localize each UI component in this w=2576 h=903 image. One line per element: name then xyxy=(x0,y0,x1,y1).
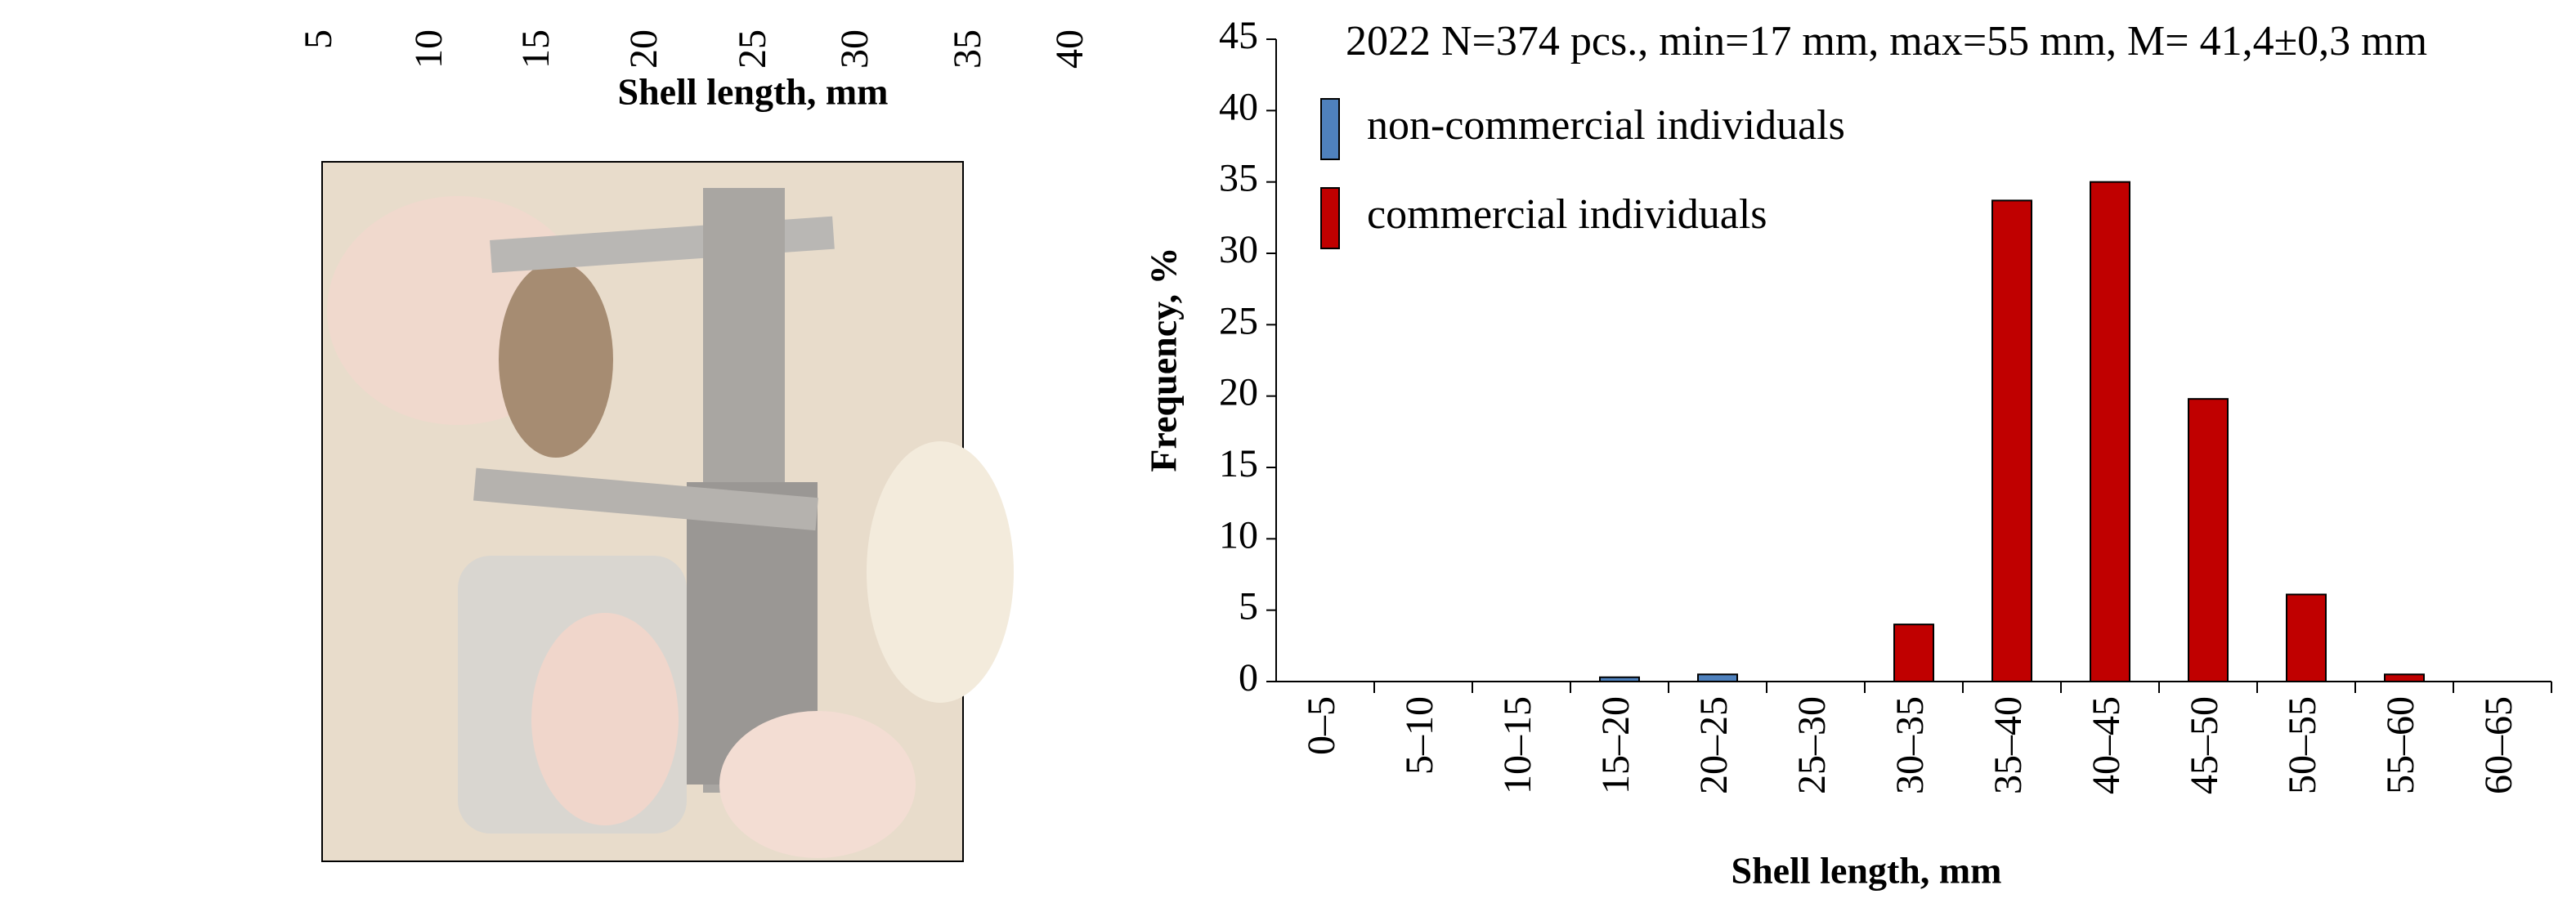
y-tick-label: 45 xyxy=(1219,14,1258,57)
x-tick-label: 10–15 xyxy=(1496,696,1539,794)
x-tick-label: 35 xyxy=(946,29,989,69)
bar xyxy=(1600,677,1639,682)
y-tick-label: 25 xyxy=(1219,299,1258,342)
y-tick-label: 40 xyxy=(1219,85,1258,128)
bar xyxy=(2385,674,2424,682)
x-tick-label: 40–45 xyxy=(2085,696,2128,794)
x-tick-label: 50–55 xyxy=(2281,696,2324,794)
bar xyxy=(2188,399,2228,682)
x-tick-label: 30 xyxy=(833,29,876,69)
x-tick-label: 25–30 xyxy=(1790,696,1834,794)
y-tick-label: 30 xyxy=(1219,228,1258,271)
y-tick-label: 0 xyxy=(1239,656,1258,700)
bar xyxy=(1894,624,1933,682)
x-tick-label: 20 xyxy=(622,29,665,69)
chart-title: 2022 N=374 pcs., min=17 mm, max=55 mm, M… xyxy=(1346,18,2427,65)
x-tick-label: 0–5 xyxy=(1300,696,1343,755)
x-tick-label: 45–50 xyxy=(2183,696,2226,794)
photo xyxy=(322,162,1014,861)
x-tick-label: 15–20 xyxy=(1594,696,1637,794)
bar xyxy=(2090,182,2130,682)
figure: Shell length, mm 2022 N=374 pcs., min=17… xyxy=(0,0,2576,903)
x-tick-label: 25 xyxy=(731,29,774,69)
x-tick-label: 15 xyxy=(514,29,558,69)
x-tick-label: 10 xyxy=(407,29,450,69)
y-tick-label: 15 xyxy=(1219,442,1258,485)
y-tick-label: 10 xyxy=(1219,513,1258,557)
bar xyxy=(1698,674,1737,682)
x-axis-label: Shell length, mm xyxy=(618,71,889,113)
x-tick-label: 35–40 xyxy=(1987,696,2030,794)
y-tick-label: 20 xyxy=(1219,371,1258,414)
x-axis-label: Shell length, mm xyxy=(1732,850,2002,892)
x-tick-label: 5 xyxy=(297,29,340,49)
x-tick-label: 5–10 xyxy=(1398,696,1441,775)
y-tick-label: 5 xyxy=(1239,585,1258,628)
bar xyxy=(2287,594,2326,682)
page: {"chart_data": [ {"type": "bar", "xlabel… xyxy=(0,0,2576,903)
legend-swatch xyxy=(1321,99,1339,159)
x-tick-label: 55–60 xyxy=(2379,696,2422,794)
y-tick-label: 35 xyxy=(1219,157,1258,200)
x-tick-label: 60–65 xyxy=(2477,696,2520,794)
x-tick-label: 20–25 xyxy=(1692,696,1736,794)
legend-label: commercial individuals xyxy=(1367,191,1767,238)
legend-label: non-commercial individuals xyxy=(1367,102,1845,149)
y-axis-label: Frequency, % xyxy=(1143,247,1185,472)
x-tick-label: 30–35 xyxy=(1888,696,1932,794)
x-tick-label: 40 xyxy=(1048,29,1091,69)
legend-swatch xyxy=(1321,188,1339,248)
bar xyxy=(1992,200,2032,682)
